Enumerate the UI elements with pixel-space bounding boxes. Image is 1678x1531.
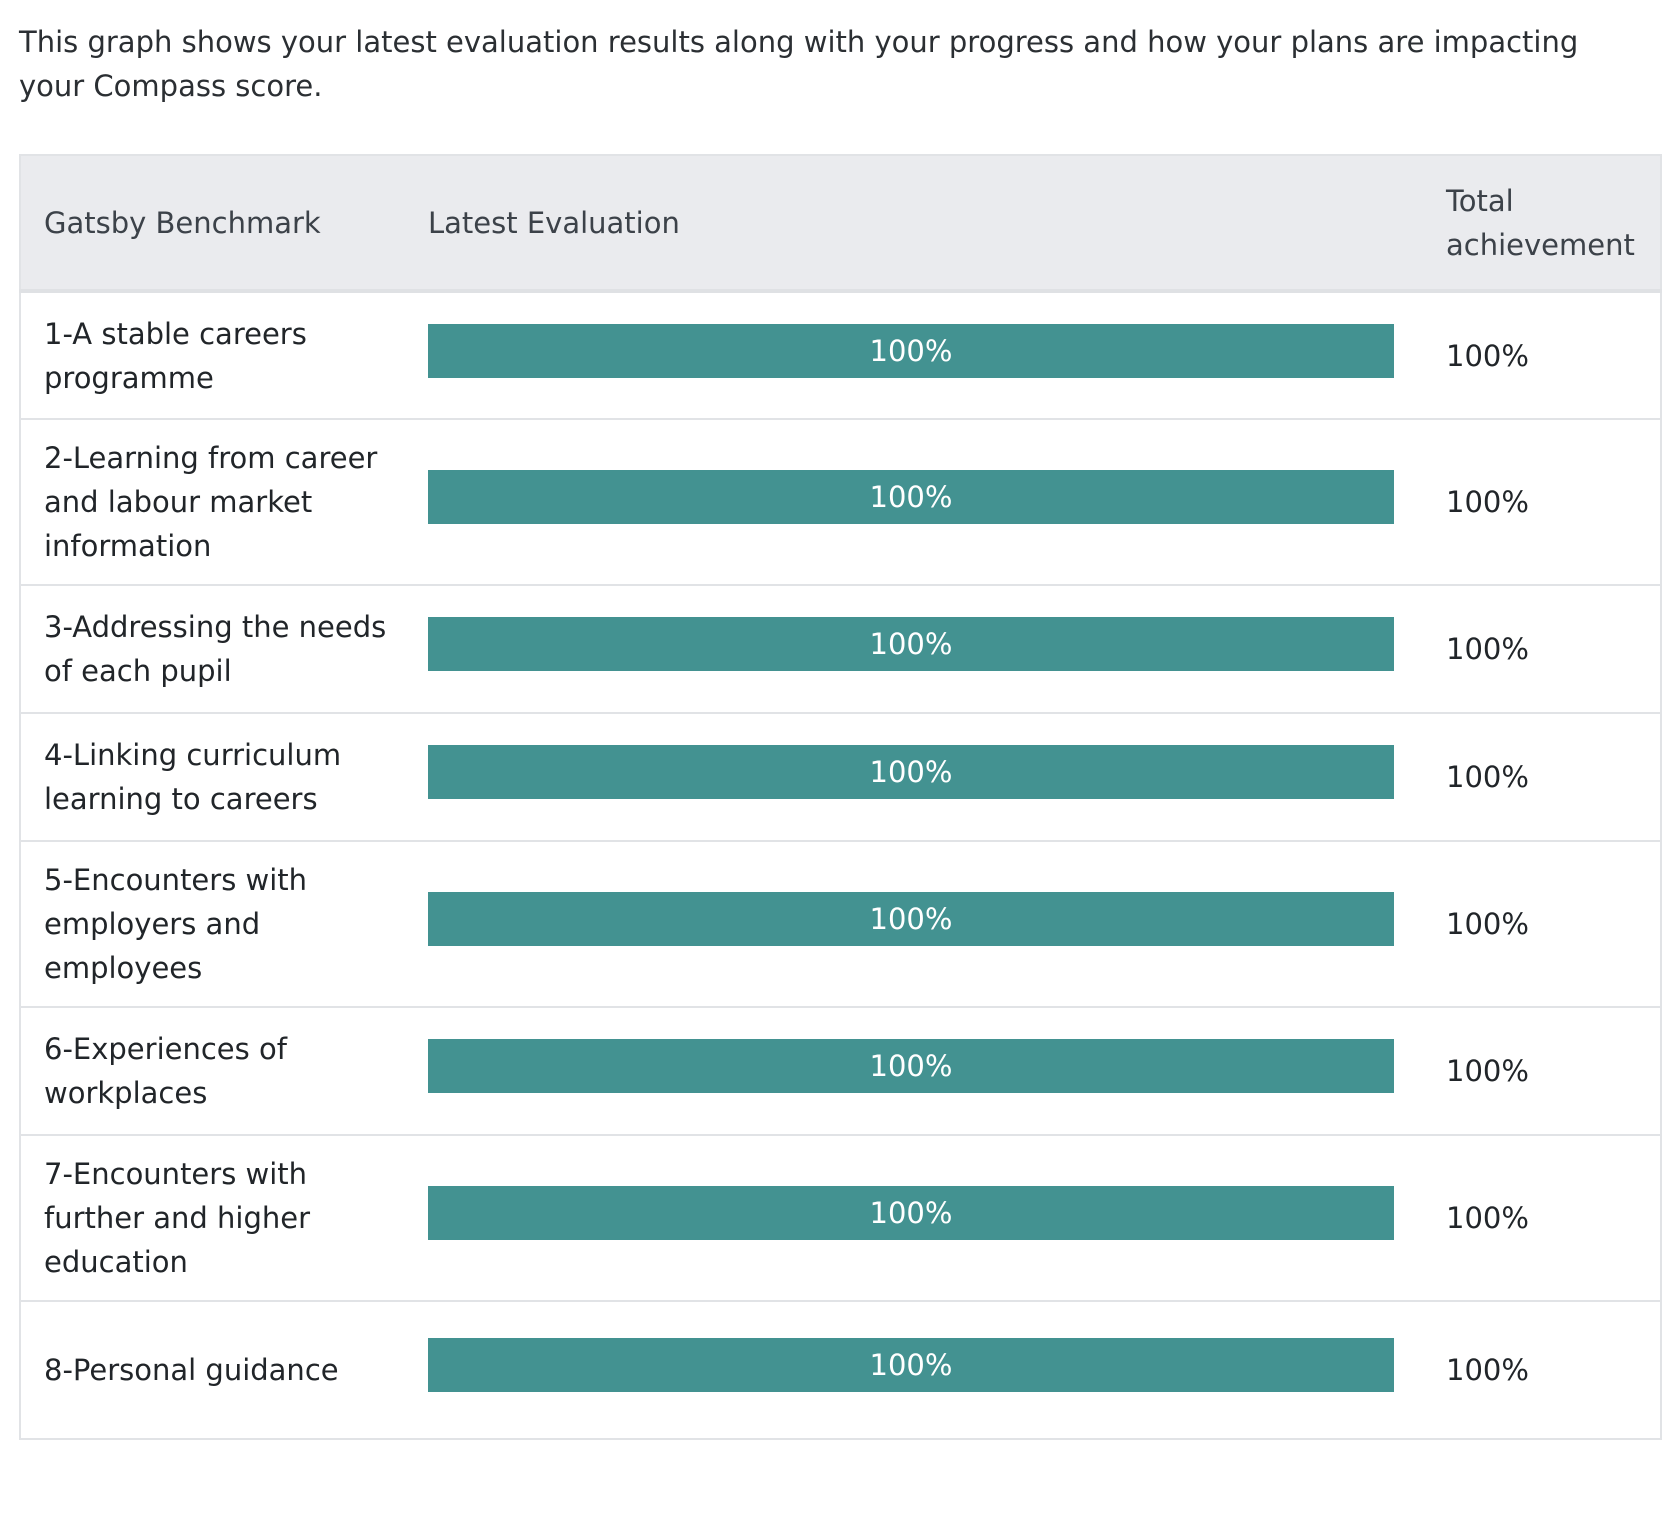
- benchmark-table: Gatsby Benchmark Latest Evaluation Total…: [19, 154, 1662, 1440]
- benchmark-name: 6-Experiences of workplaces: [44, 1032, 287, 1110]
- table-row: 7-Encounters with further and higher edu…: [20, 1135, 1661, 1301]
- evaluation-bar-fill: [428, 892, 1394, 946]
- total-achievement: 100%: [1446, 1353, 1529, 1387]
- benchmark-name: 1-A stable careers programme: [44, 316, 307, 395]
- table-row: 6-Experiences of workplaces 100% 100%: [20, 1007, 1661, 1135]
- evaluation-bar-fill: [428, 470, 1394, 524]
- table-row: 5-Encounters with employers and employee…: [20, 841, 1661, 1007]
- evaluation-bar-label: 100%: [869, 902, 953, 936]
- total-achievement: 100%: [1446, 1054, 1529, 1088]
- evaluation-cell: 100%: [414, 419, 1422, 585]
- evaluation-bar: 100%: [428, 745, 1394, 799]
- column-header-benchmark: Gatsby Benchmark: [20, 155, 414, 293]
- evaluation-bar-fill: [428, 745, 1394, 799]
- evaluation-bar-fill: [428, 1186, 1394, 1240]
- benchmark-name: 5-Encounters with employers and employee…: [44, 863, 308, 985]
- benchmark-name: 3-Addressing the needs of each pupil: [44, 610, 387, 688]
- evaluation-cell: 100%: [414, 713, 1422, 841]
- evaluation-bar-label: 100%: [869, 1196, 953, 1230]
- evaluation-bar: 100%: [428, 323, 1394, 378]
- evaluation-cell: 100%: [414, 1135, 1422, 1301]
- total-achievement: 100%: [1446, 907, 1529, 941]
- benchmark-name: 4-Linking curriculum learning to careers: [44, 738, 342, 816]
- evaluation-bar: 100%: [428, 1186, 1394, 1240]
- benchmark-name: 2-Learning from career and labour market…: [44, 441, 378, 563]
- table-header-row: Gatsby Benchmark Latest Evaluation Total…: [20, 155, 1661, 293]
- table-row: 3-Addressing the needs of each pupil 100…: [20, 585, 1661, 713]
- evaluation-bar-label: 100%: [869, 1049, 953, 1083]
- intro-text: This graph shows your latest evaluation …: [19, 25, 1579, 103]
- evaluation-bar-fill: [428, 1039, 1394, 1093]
- evaluation-bar: 100%: [428, 892, 1394, 946]
- table-row: 4-Linking curriculum learning to careers…: [20, 713, 1661, 841]
- evaluation-bar: 100%: [428, 1338, 1394, 1392]
- total-achievement: 100%: [1446, 485, 1529, 519]
- table-row: 8-Personal guidance 100% 100%: [20, 1301, 1661, 1439]
- total-achievement: 100%: [1446, 760, 1529, 794]
- evaluation-bar-label: 100%: [869, 333, 953, 368]
- column-header-total-achievement: Total achievement: [1422, 155, 1661, 293]
- evaluation-bar-label: 100%: [869, 627, 953, 661]
- evaluation-bar-fill: [428, 323, 1394, 378]
- evaluation-bar: 100%: [428, 617, 1394, 671]
- evaluation-cell: 100%: [414, 1301, 1422, 1439]
- table-row: 1-A stable careers programme 100% 100%: [20, 291, 1661, 419]
- evaluation-cell: 100%: [414, 585, 1422, 713]
- evaluation-cell: 100%: [414, 841, 1422, 1007]
- total-achievement: 100%: [1446, 338, 1529, 373]
- evaluation-bar-label: 100%: [869, 1348, 953, 1382]
- total-achievement: 100%: [1446, 632, 1529, 666]
- column-header-latest-evaluation: Latest Evaluation: [414, 155, 1422, 293]
- total-achievement: 100%: [1446, 1201, 1529, 1235]
- evaluation-cell: 100%: [414, 291, 1422, 419]
- evaluation-bar: 100%: [428, 470, 1394, 524]
- table-row: 2-Learning from career and labour market…: [20, 419, 1661, 585]
- benchmark-name: 7-Encounters with further and higher edu…: [44, 1157, 311, 1279]
- evaluation-bar-fill: [428, 617, 1394, 671]
- evaluation-bar-label: 100%: [869, 480, 953, 514]
- evaluation-bar-fill: [428, 1338, 1394, 1392]
- evaluation-bar: 100%: [428, 1039, 1394, 1093]
- benchmark-name: 8-Personal guidance: [44, 1353, 339, 1387]
- evaluation-bar-label: 100%: [869, 755, 953, 789]
- evaluation-cell: 100%: [414, 1007, 1422, 1135]
